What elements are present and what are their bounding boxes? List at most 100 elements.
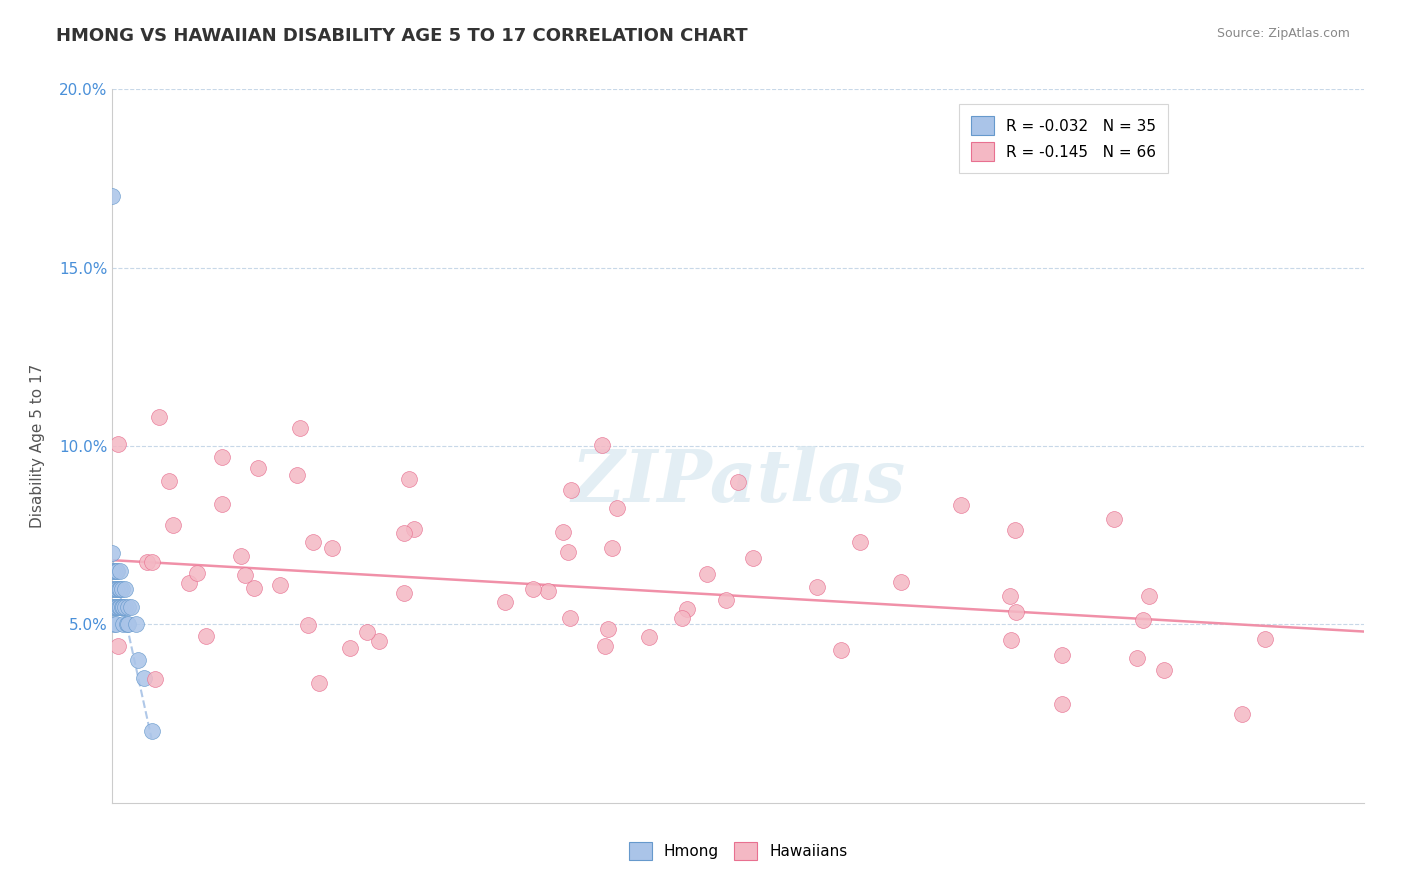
Point xyxy=(1132,613,1154,627)
Point xyxy=(269,578,291,592)
Point xyxy=(392,586,415,600)
Point xyxy=(727,475,749,489)
Point xyxy=(742,551,765,566)
Point xyxy=(117,599,139,614)
Point xyxy=(110,564,132,578)
Point xyxy=(1153,663,1175,677)
Point xyxy=(101,599,124,614)
Text: Source: ZipAtlas.com: Source: ZipAtlas.com xyxy=(1216,27,1350,40)
Point xyxy=(321,541,343,556)
Point xyxy=(101,189,124,203)
Point xyxy=(110,582,132,596)
Point xyxy=(115,617,138,632)
Point xyxy=(247,461,270,475)
Point xyxy=(696,567,718,582)
Point xyxy=(105,564,128,578)
Point xyxy=(127,653,149,667)
Point xyxy=(111,599,134,614)
Point xyxy=(638,630,661,644)
Point xyxy=(290,421,312,435)
Point xyxy=(107,599,129,614)
Text: HMONG VS HAWAIIAN DISABILITY AGE 5 TO 17 CORRELATION CHART: HMONG VS HAWAIIAN DISABILITY AGE 5 TO 17… xyxy=(56,27,748,45)
Point xyxy=(714,593,737,607)
Y-axis label: Disability Age 5 to 17: Disability Age 5 to 17 xyxy=(31,364,45,528)
Point xyxy=(104,582,127,596)
Point xyxy=(120,599,142,614)
Point xyxy=(141,724,163,739)
Point xyxy=(1137,589,1160,603)
Point xyxy=(560,483,582,497)
Point xyxy=(103,564,125,578)
Point xyxy=(148,410,170,425)
Point xyxy=(848,535,870,549)
Point xyxy=(537,584,560,599)
Point xyxy=(229,549,252,563)
Point xyxy=(398,472,420,486)
Point xyxy=(297,618,319,632)
Point xyxy=(112,599,135,614)
Point xyxy=(1005,605,1028,619)
Point xyxy=(806,580,828,594)
Point xyxy=(114,599,136,614)
Point xyxy=(104,564,127,578)
Point xyxy=(103,582,125,596)
Point xyxy=(104,599,127,614)
Point xyxy=(107,437,129,451)
Point xyxy=(1050,648,1073,662)
Point xyxy=(233,568,256,582)
Point xyxy=(186,566,208,580)
Point xyxy=(125,617,148,632)
Point xyxy=(143,672,166,686)
Point xyxy=(676,602,699,616)
Point xyxy=(591,438,613,452)
Point xyxy=(830,643,852,657)
Point xyxy=(598,622,620,636)
Point xyxy=(1004,523,1026,537)
Point xyxy=(157,474,180,488)
Point xyxy=(101,582,124,596)
Point xyxy=(101,564,124,578)
Point xyxy=(890,574,912,589)
Point xyxy=(211,497,233,511)
Point xyxy=(242,582,264,596)
Point xyxy=(105,582,128,596)
Point xyxy=(117,617,139,632)
Point xyxy=(162,518,184,533)
Point xyxy=(339,640,361,655)
Text: ZIPatlas: ZIPatlas xyxy=(571,446,905,517)
Point xyxy=(195,629,218,643)
Point xyxy=(103,599,125,614)
Point xyxy=(114,582,136,596)
Point xyxy=(107,582,129,596)
Point xyxy=(368,633,391,648)
Point xyxy=(593,639,616,653)
Point xyxy=(111,582,134,596)
Point xyxy=(104,617,127,632)
Point xyxy=(141,556,163,570)
Point xyxy=(392,526,415,541)
Point xyxy=(211,450,233,464)
Point xyxy=(950,499,973,513)
Point xyxy=(606,501,628,516)
Point xyxy=(285,467,308,482)
Point xyxy=(1230,706,1253,721)
Point xyxy=(112,617,135,632)
Point xyxy=(356,624,378,639)
Point xyxy=(135,555,157,569)
Point xyxy=(560,611,582,625)
Point xyxy=(553,524,575,539)
Point xyxy=(402,522,425,536)
Point xyxy=(1254,632,1277,647)
Legend: Hmong, Hawaiians: Hmong, Hawaiians xyxy=(623,836,853,866)
Point xyxy=(1126,651,1149,665)
Point xyxy=(107,639,129,653)
Point xyxy=(494,595,516,609)
Point xyxy=(302,534,325,549)
Point xyxy=(1052,698,1074,712)
Point xyxy=(1000,632,1022,647)
Point xyxy=(1102,512,1125,526)
Point xyxy=(105,599,128,614)
Point xyxy=(557,545,579,559)
Point xyxy=(998,589,1021,603)
Point xyxy=(177,575,200,590)
